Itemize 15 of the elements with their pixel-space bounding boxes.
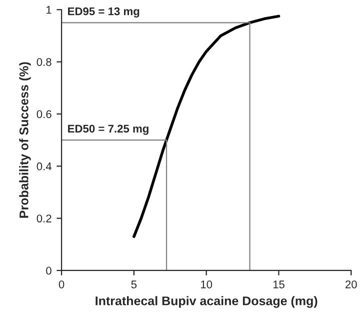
y-axis-title: Probability of Success (%) [19,62,31,218]
x-tick-label: 15 [273,280,284,288]
y-tick-label: 0.4 [36,162,52,170]
y-tick-label: 0.2 [36,214,52,222]
x-tick-label: 20 [346,280,357,288]
y-tick-label: 0.6 [36,110,52,118]
ref-line-label: ED95 = 13 mg [68,7,140,18]
x-tick-label: 5 [131,280,137,288]
x-tick-label: 0 [58,280,64,288]
y-tick-label: 0.8 [36,58,52,66]
y-tick-label: 0 [46,266,52,275]
ref-line-label: ED50 = 7.25 mg [68,124,148,135]
x-tick-label: 10 [201,280,212,288]
y-tick-label: 1 [46,6,52,14]
x-axis-title: Intrathecal Bupiv acaine Dosage (mg) [96,296,318,308]
